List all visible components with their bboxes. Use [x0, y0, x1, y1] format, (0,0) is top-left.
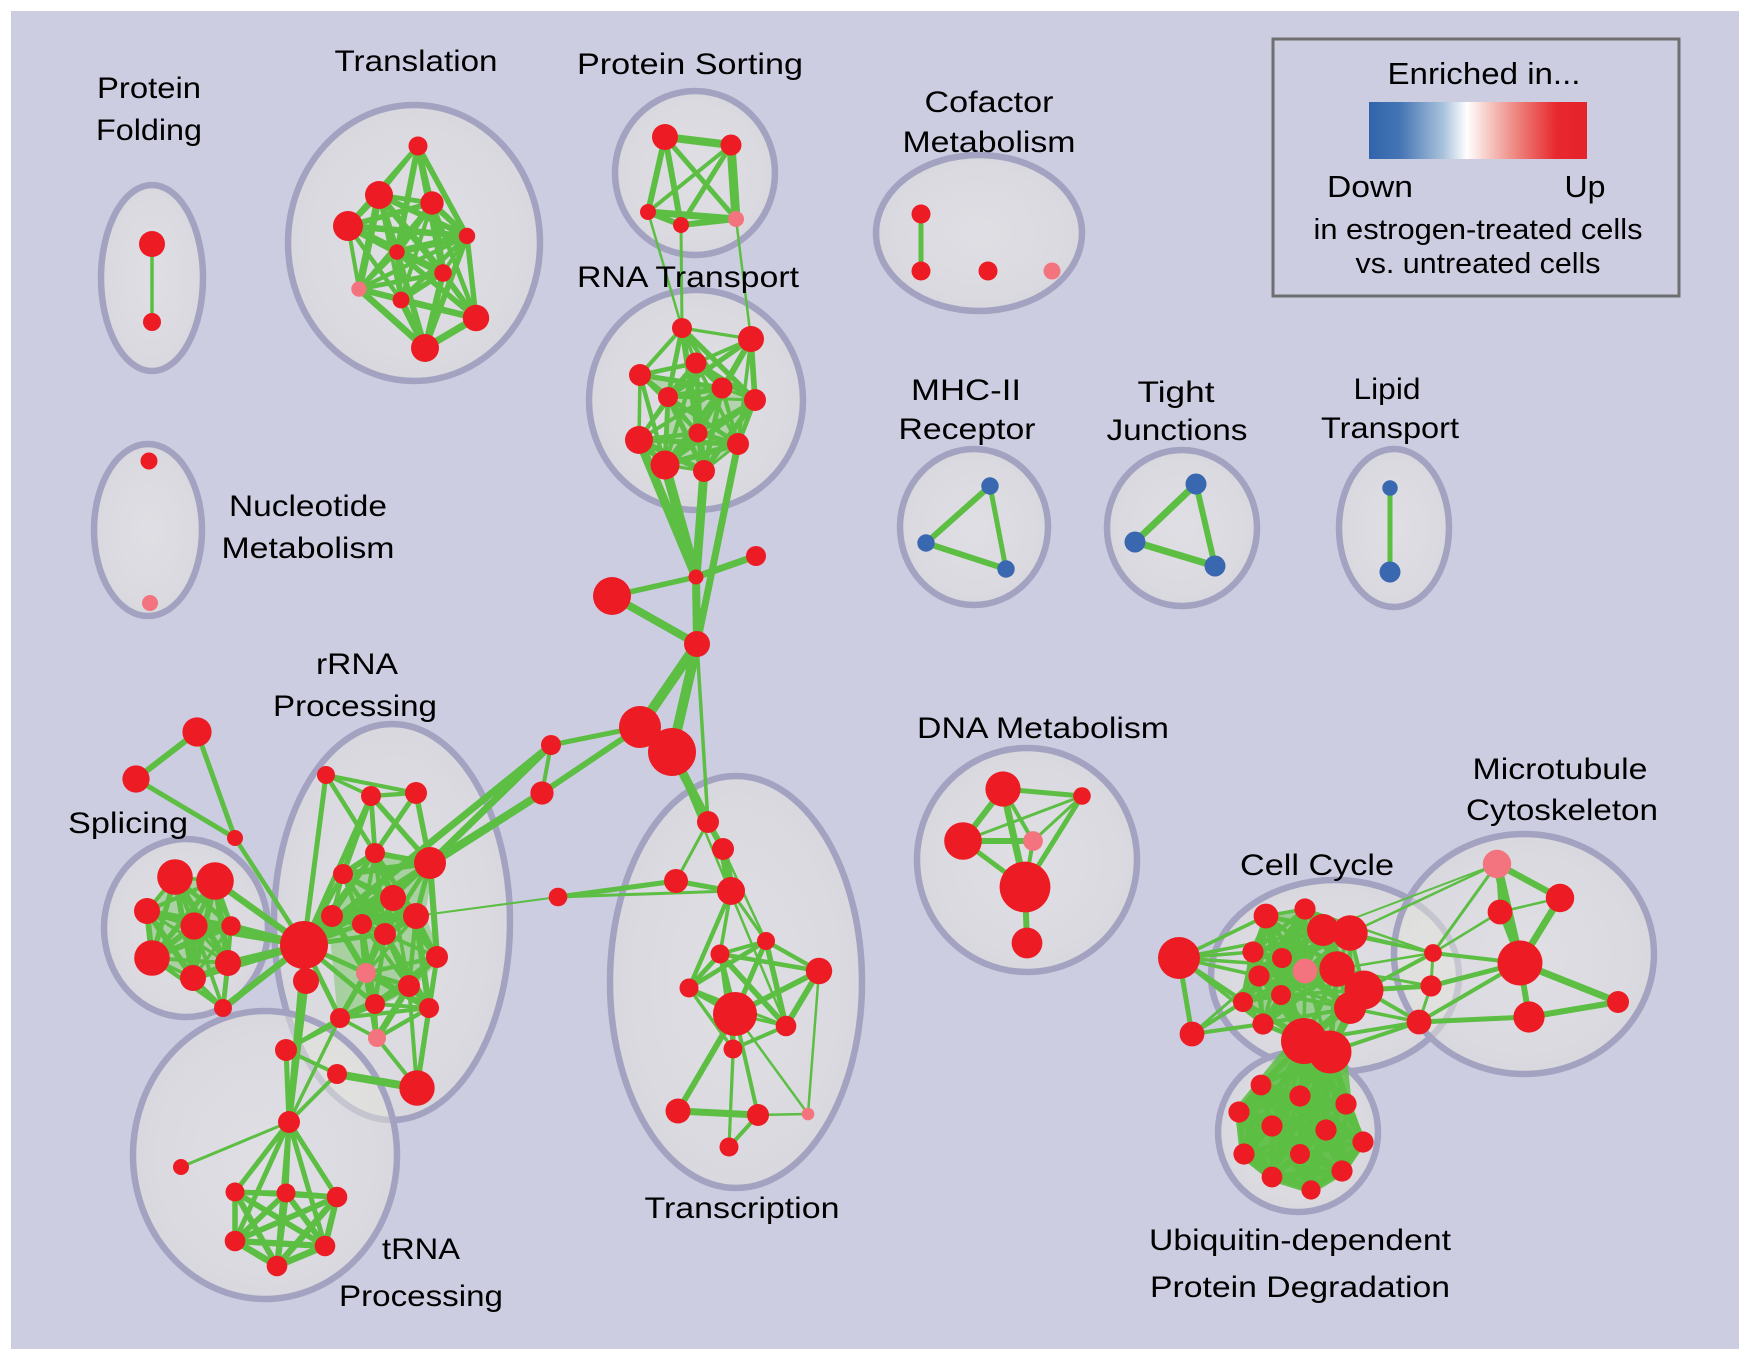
svg-text:Junctions: Junctions: [1107, 414, 1248, 447]
svg-text:Enriched in...: Enriched in...: [1388, 56, 1581, 91]
svg-text:Folding: Folding: [96, 114, 202, 147]
svg-text:Translation: Translation: [335, 45, 498, 78]
svg-text:Tight: Tight: [1138, 376, 1216, 409]
svg-text:Protein Sorting: Protein Sorting: [577, 48, 803, 81]
svg-text:Metabolism: Metabolism: [903, 126, 1076, 159]
svg-text:DNA Metabolism: DNA Metabolism: [917, 712, 1169, 745]
svg-text:Down: Down: [1327, 169, 1413, 204]
svg-text:Up: Up: [1565, 169, 1606, 204]
svg-text:Protein: Protein: [97, 72, 201, 105]
svg-text:rRNA: rRNA: [316, 648, 398, 681]
svg-text:Transcription: Transcription: [645, 1192, 840, 1225]
svg-text:Microtubule: Microtubule: [1473, 753, 1648, 786]
svg-text:Cell Cycle: Cell Cycle: [1240, 849, 1394, 882]
svg-text:Transport: Transport: [1321, 412, 1460, 445]
svg-text:RNA Transport: RNA Transport: [577, 261, 800, 294]
svg-text:tRNA: tRNA: [382, 1233, 460, 1266]
svg-text:Ubiquitin-dependent: Ubiquitin-dependent: [1149, 1224, 1452, 1257]
svg-text:Lipid: Lipid: [1354, 373, 1421, 406]
svg-text:Receptor: Receptor: [899, 413, 1036, 446]
svg-text:Splicing: Splicing: [68, 807, 188, 840]
svg-text:Cofactor: Cofactor: [925, 86, 1054, 119]
svg-text:in estrogen-treated cells: in estrogen-treated cells: [1314, 214, 1643, 246]
svg-text:Processing: Processing: [339, 1280, 503, 1313]
svg-text:vs. untreated cells: vs. untreated cells: [1356, 248, 1601, 280]
svg-text:Metabolism: Metabolism: [222, 532, 395, 565]
svg-text:MHC-II: MHC-II: [911, 374, 1021, 407]
svg-text:Protein Degradation: Protein Degradation: [1150, 1271, 1450, 1304]
svg-text:Processing: Processing: [273, 690, 437, 723]
svg-text:Cytoskeleton: Cytoskeleton: [1466, 794, 1658, 827]
svg-text:Nucleotide: Nucleotide: [229, 490, 387, 523]
